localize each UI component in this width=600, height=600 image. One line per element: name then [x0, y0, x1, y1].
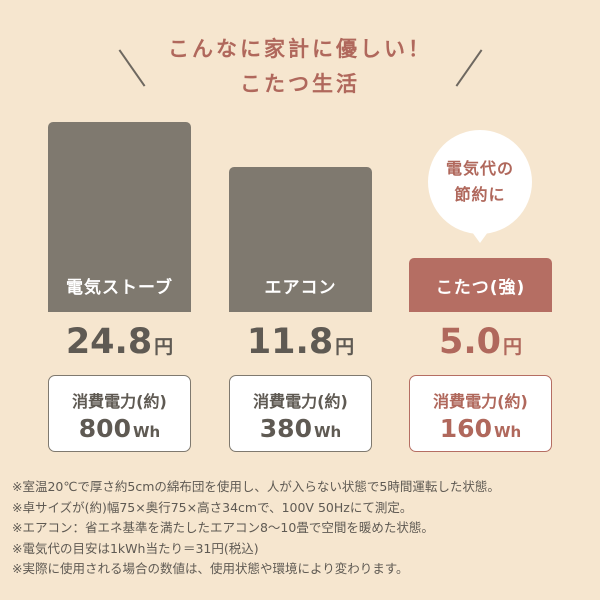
value-label: 24.8 円 [48, 322, 191, 362]
bar-electric-stove: 電気ストーブ [48, 122, 191, 312]
power-box: 消費電力(約) 380 Wh [229, 375, 372, 452]
power-label: 消費電力(約) [253, 392, 348, 411]
speech-bubble: 電気代の 節約に [428, 130, 532, 243]
bar-label: こたつ(強) [435, 278, 526, 298]
power-label: 消費電力(約) [433, 392, 528, 411]
power-label: 消費電力(約) [72, 392, 167, 411]
footnote: ※電気代の目安は1kWh当たり＝31円(税込) [12, 540, 259, 556]
value-label: 5.0 円 [409, 322, 552, 362]
bubble-line-1: 電気代の [445, 159, 514, 178]
footnote: ※実際に使用される場合の数値は、使用状態や環境により変わります。 [12, 561, 409, 576]
power-value: 800 Wh [78, 414, 161, 443]
value-number: 24.8 [65, 322, 153, 362]
value-unit: 円 [335, 336, 355, 358]
value-number: 11.8 [246, 322, 334, 362]
bar-label: 電気ストーブ [66, 278, 173, 298]
footnotes: ※室温20℃で厚さ約5cmの綿布団を使用し、人が入らない状態で5時間運転した状態… [12, 477, 500, 580]
value-unit: 円 [503, 336, 523, 358]
bar-label: エアコン [264, 278, 337, 298]
value-number: 5.0 [438, 322, 501, 362]
bubble-line-2: 節約に [454, 185, 506, 204]
value-label: 11.8 円 [229, 322, 372, 362]
footnote: ※エアコン：省エネ基準を満たしたエアコン8〜10畳で空間を暖めた状態。 [12, 520, 434, 535]
power-box: 消費電力(約) 800 Wh [48, 375, 191, 452]
power-value: 380 Wh [259, 414, 342, 443]
title-line-1: こんなに家計に優しい！ [168, 37, 432, 61]
power-box: 消費電力(約) 160 Wh [409, 375, 552, 452]
footnote: ※卓サイズが(約)幅75×奥行75×高さ34cmで、100V 50Hzにて測定。 [12, 499, 413, 515]
title-line-2: こたつ生活 [240, 72, 360, 96]
bar-air-conditioner: エアコン [229, 167, 372, 312]
value-unit: 円 [154, 336, 174, 358]
bar-kotatsu: こたつ(強) [409, 258, 552, 312]
footnote: ※室温20℃で厚さ約5cmの綿布団を使用し、人が入らない状態で5時間運転した状態… [12, 479, 500, 494]
power-value: 160 Wh [439, 414, 522, 443]
